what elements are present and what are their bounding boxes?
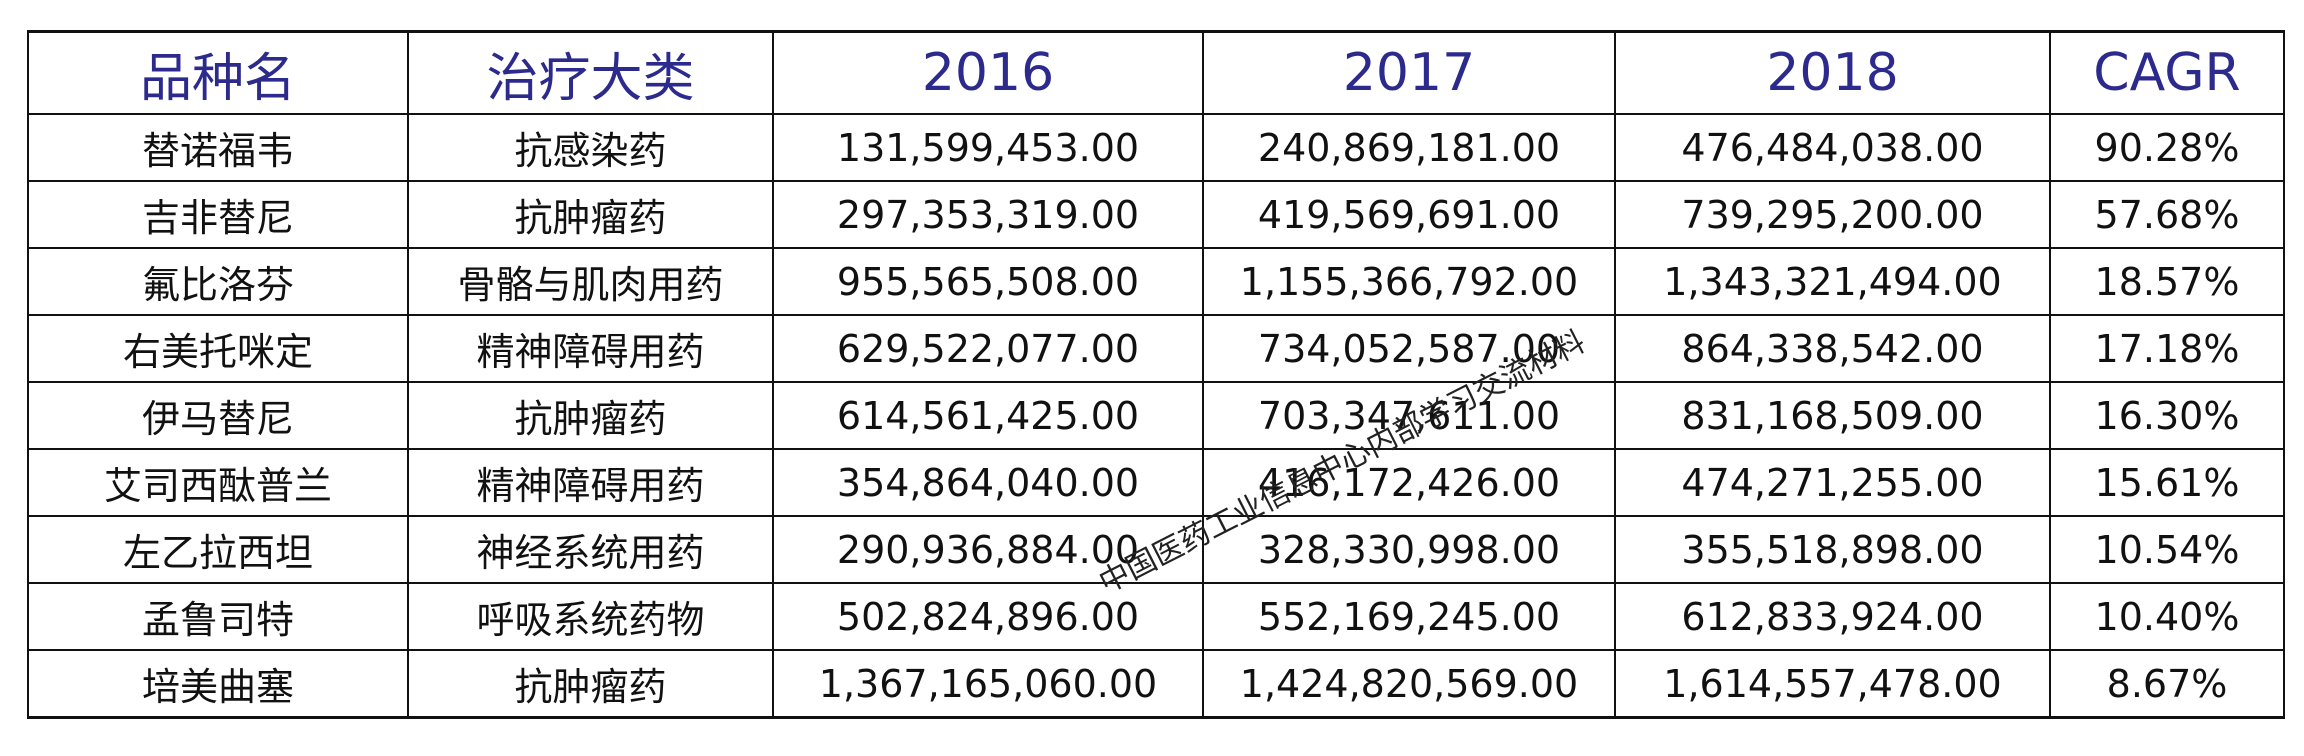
sales-2017-cell: 1,155,366,792.00: [1202, 247, 1616, 316]
cagr-cell: 18.57%: [2049, 247, 2285, 316]
sales-2018-cell: 355,518,898.00: [1614, 515, 2051, 584]
sales-2016-cell: 290,936,884.00: [772, 515, 1204, 584]
drug-name-cell: 孟鲁司特: [27, 582, 409, 651]
therapy-class-cell: 神经系统用药: [407, 515, 774, 584]
header-row: 品种名 治疗大类 2016 2017 2018 CAGR: [27, 30, 2285, 115]
header-therapy-class: 治疗大类: [407, 30, 774, 115]
sales-2018-cell: 864,338,542.00: [1614, 314, 2051, 383]
header-cagr: CAGR: [2049, 30, 2285, 115]
therapy-class-cell: 抗感染药: [407, 113, 774, 182]
cagr-cell: 17.18%: [2049, 314, 2285, 383]
header-2018: 2018: [1614, 30, 2051, 115]
table-row: 吉非替尼 抗肿瘤药 297,353,319.00 419,569,691.00 739,…: [27, 180, 2285, 249]
table-row: 艾司西酞普兰 精神障碍用药 354,864,040.00 416,172,426.00…: [27, 448, 2285, 517]
sales-2017-cell: 552,169,245.00: [1202, 582, 1616, 651]
drug-name-cell: 艾司西酞普兰: [27, 448, 409, 517]
sales-2017-cell: 240,869,181.00: [1202, 113, 1616, 182]
therapy-class-cell: 抗肿瘤药: [407, 649, 774, 719]
drug-name-cell: 替诺福韦: [27, 113, 409, 182]
table-row: 右美托咪定 精神障碍用药 629,522,077.00 734,052,587.00 8…: [27, 314, 2285, 383]
sales-2017-cell: 419,569,691.00: [1202, 180, 1616, 249]
drug-name-cell: 氟比洛芬: [27, 247, 409, 316]
cagr-cell: 10.54%: [2049, 515, 2285, 584]
sales-2017-cell: 328,330,998.00: [1202, 515, 1616, 584]
drug-name-cell: 左乙拉西坦: [27, 515, 409, 584]
table-row: 培美曲塞 抗肿瘤药 1,367,165,060.00 1,424,820,569.00…: [27, 649, 2285, 719]
cagr-cell: 16.30%: [2049, 381, 2285, 450]
data-table-container: 品种名 治疗大类 2016 2017 2018 CAGR 替诺福韦 抗感染药 131…: [27, 30, 2285, 719]
header-2016: 2016: [772, 30, 1204, 115]
sales-2018-cell: 476,484,038.00: [1614, 113, 2051, 182]
sales-2016-cell: 354,864,040.00: [772, 448, 1204, 517]
sales-2017-cell: 416,172,426.00: [1202, 448, 1616, 517]
drug-sales-table: 品种名 治疗大类 2016 2017 2018 CAGR 替诺福韦 抗感染药 131…: [27, 30, 2285, 719]
sales-2017-cell: 734,052,587.00: [1202, 314, 1616, 383]
therapy-class-cell: 精神障碍用药: [407, 314, 774, 383]
table-row: 替诺福韦 抗感染药 131,599,453.00 240,869,181.00 476,…: [27, 113, 2285, 182]
header-drug-name: 品种名: [27, 30, 409, 115]
table-row: 氟比洛芬 骨骼与肌肉用药 955,565,508.00 1,155,366,792.0…: [27, 247, 2285, 316]
sales-2016-cell: 955,565,508.00: [772, 247, 1204, 316]
table-row: 伊马替尼 抗肿瘤药 614,561,425.00 703,347,611.00 831,…: [27, 381, 2285, 450]
table-row: 孟鲁司特 呼吸系统药物 502,824,896.00 552,169,245.00 61…: [27, 582, 2285, 651]
drug-name-cell: 培美曲塞: [27, 649, 409, 719]
sales-2018-cell: 1,343,321,494.00: [1614, 247, 2051, 316]
sales-2016-cell: 297,353,319.00: [772, 180, 1204, 249]
therapy-class-cell: 精神障碍用药: [407, 448, 774, 517]
cagr-cell: 8.67%: [2049, 649, 2285, 719]
therapy-class-cell: 抗肿瘤药: [407, 180, 774, 249]
therapy-class-cell: 骨骼与肌肉用药: [407, 247, 774, 316]
header-2017: 2017: [1202, 30, 1616, 115]
cagr-cell: 10.40%: [2049, 582, 2285, 651]
cagr-cell: 90.28%: [2049, 113, 2285, 182]
therapy-class-cell: 抗肿瘤药: [407, 381, 774, 450]
therapy-class-cell: 呼吸系统药物: [407, 582, 774, 651]
drug-name-cell: 右美托咪定: [27, 314, 409, 383]
sales-2016-cell: 502,824,896.00: [772, 582, 1204, 651]
sales-2017-cell: 703,347,611.00: [1202, 381, 1616, 450]
table-body: 替诺福韦 抗感染药 131,599,453.00 240,869,181.00 476,…: [27, 113, 2285, 719]
drug-name-cell: 吉非替尼: [27, 180, 409, 249]
sales-2016-cell: 131,599,453.00: [772, 113, 1204, 182]
sales-2016-cell: 1,367,165,060.00: [772, 649, 1204, 719]
sales-2018-cell: 1,614,557,478.00: [1614, 649, 2051, 719]
sales-2018-cell: 612,833,924.00: [1614, 582, 2051, 651]
sales-2017-cell: 1,424,820,569.00: [1202, 649, 1616, 719]
table-row: 左乙拉西坦 神经系统用药 290,936,884.00 328,330,998.00 3…: [27, 515, 2285, 584]
cagr-cell: 57.68%: [2049, 180, 2285, 249]
sales-2018-cell: 831,168,509.00: [1614, 381, 2051, 450]
sales-2018-cell: 474,271,255.00: [1614, 448, 2051, 517]
cagr-cell: 15.61%: [2049, 448, 2285, 517]
drug-name-cell: 伊马替尼: [27, 381, 409, 450]
sales-2016-cell: 614,561,425.00: [772, 381, 1204, 450]
sales-2018-cell: 739,295,200.00: [1614, 180, 2051, 249]
sales-2016-cell: 629,522,077.00: [772, 314, 1204, 383]
